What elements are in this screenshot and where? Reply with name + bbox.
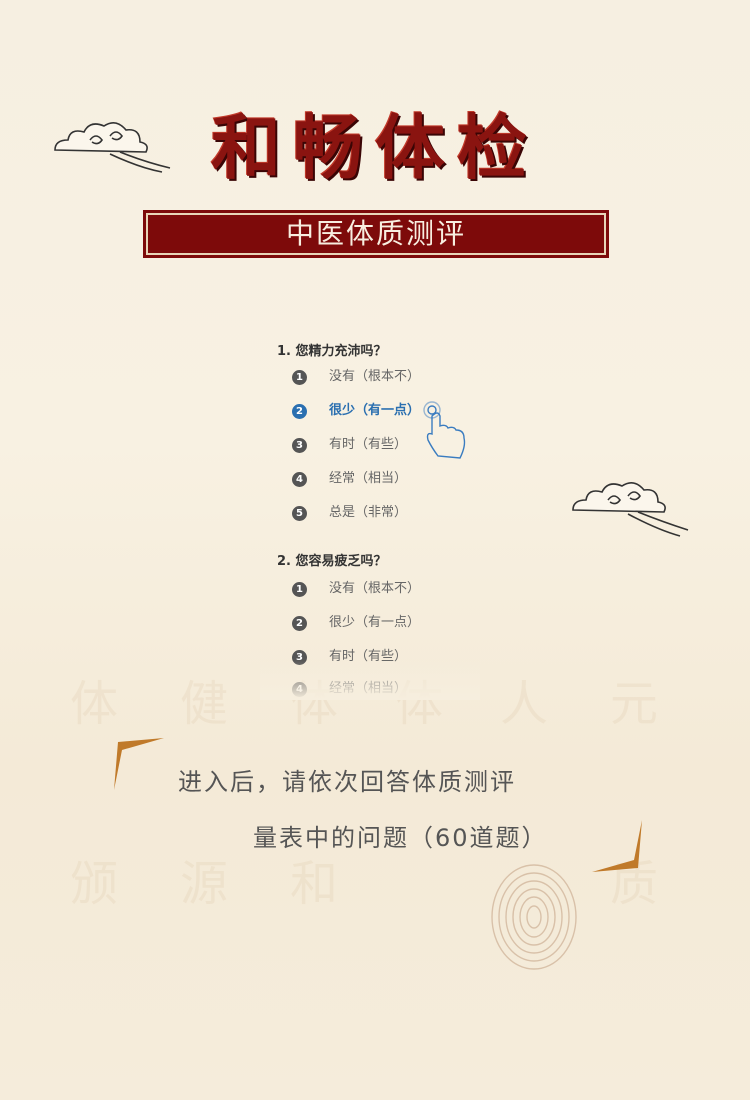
- question-1-option-4[interactable]: 4 经常（相当）: [292, 470, 407, 488]
- section-banner: 中医体质测评: [143, 210, 609, 258]
- bracket-left-icon: [114, 738, 164, 790]
- page-title: 和畅体检: [211, 106, 539, 189]
- question-1-option-5[interactable]: 5 总是（非常）: [292, 504, 407, 522]
- instruction-line-2: 量表中的问题（60道题）: [253, 824, 548, 852]
- question-1-option-3[interactable]: 3 有时（有些）: [292, 436, 407, 454]
- question-2-label: 2. 您容易疲乏吗？: [277, 554, 387, 569]
- question-1-option-1[interactable]: 1 没有（根本不）: [292, 368, 420, 386]
- question-2-option-2[interactable]: 2 很少（有一点）: [292, 614, 420, 632]
- question-1-label: 1. 您精力充沛吗？: [277, 344, 387, 359]
- list-fade: [260, 660, 480, 700]
- fingerprint-icon: [491, 864, 577, 970]
- cloud-icon: [54, 122, 171, 173]
- question-2-option-1[interactable]: 1 没有（根本不）: [292, 580, 420, 598]
- instruction-line-1: 进入后，请依次回答体质测评: [178, 768, 516, 796]
- bracket-right-icon: [592, 820, 642, 872]
- cloud-icon: [572, 482, 689, 537]
- hand-pointer-icon: [423, 401, 466, 459]
- question-1-option-2[interactable]: 2 很少（有一点）: [292, 402, 420, 420]
